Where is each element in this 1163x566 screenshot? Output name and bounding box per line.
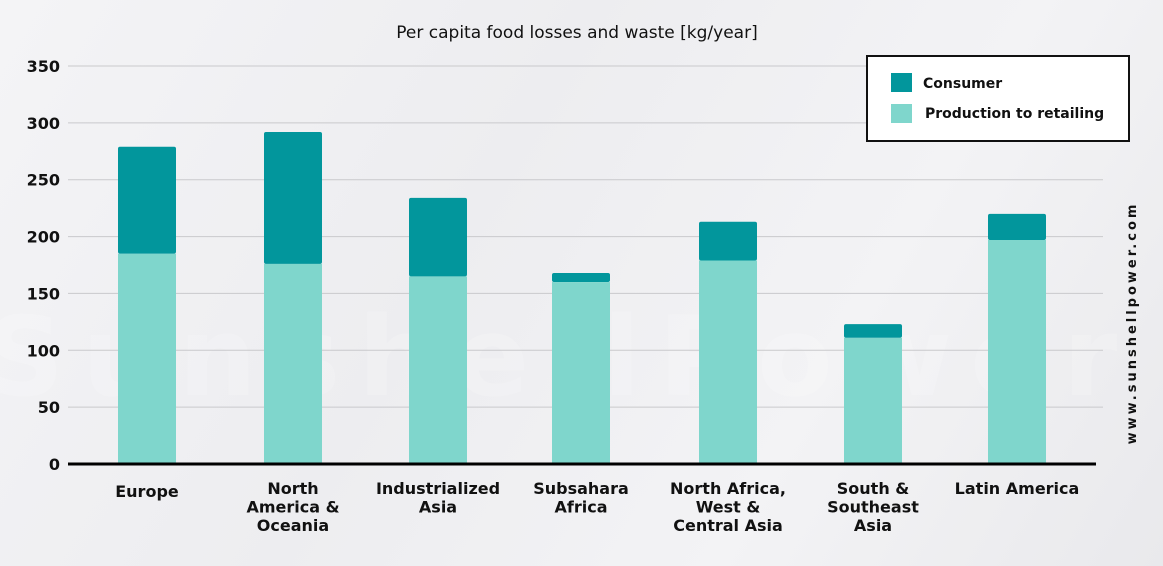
- side-watermark: www.sunshellpower.com: [1125, 202, 1140, 445]
- bar-north-america-oceania-consumer: [264, 131, 322, 264]
- x-axis-ticks: Europe North America & Oceania Industrialize…: [115, 479, 1079, 535]
- bar-latin-america-production: [988, 239, 1046, 464]
- y-axis-ticks: 0 50 100 150 200 250 300 350: [27, 57, 60, 474]
- bar-south-southeast-asia-production: [844, 337, 902, 464]
- bar-north-africa-west-central-asia-production: [699, 260, 757, 464]
- x-tick-label: Latin America: [955, 479, 1080, 498]
- x-tick-label: Europe: [115, 482, 179, 501]
- bar-industrialized-asia-consumer: [409, 197, 467, 277]
- x-tick-label: North America & Oceania: [246, 479, 339, 535]
- bar-europe-consumer: [118, 146, 176, 254]
- legend-label-consumer: Consumer: [923, 76, 1002, 92]
- bar-north-america-oceania-production: [264, 263, 322, 464]
- bar-industrialized-asia-production: [409, 276, 467, 464]
- legend-box: [866, 55, 1130, 142]
- bar-latin-america-consumer: [988, 213, 1046, 240]
- y-tick-label: 150: [27, 284, 60, 303]
- bar-subsahara-africa-consumer: [552, 272, 610, 283]
- y-tick-label: 0: [49, 455, 60, 474]
- y-tick-label: 350: [27, 57, 60, 76]
- bar-north-africa-west-central-asia-consumer: [699, 221, 757, 261]
- y-tick-label: 50: [38, 398, 60, 417]
- legend: Consumer Production to retailing: [866, 55, 1130, 142]
- x-tick-label: North Africa, West & Central Asia: [670, 479, 786, 535]
- bar-south-southeast-asia-consumer: [844, 324, 902, 338]
- x-tick-label: Subsahara Africa: [533, 479, 629, 517]
- y-tick-label: 250: [27, 171, 60, 190]
- bar-europe-production: [118, 253, 176, 464]
- y-tick-label: 200: [27, 228, 60, 247]
- legend-swatch-production: [891, 104, 912, 123]
- bars: [118, 131, 1046, 464]
- legend-label-production: Production to retailing: [925, 106, 1104, 122]
- x-tick-label: Industrialized Asia: [376, 479, 500, 517]
- chart-title: Per capita food losses and waste [kg/yea…: [396, 23, 757, 43]
- x-tick-label: South & Southeast Asia: [827, 479, 919, 535]
- y-tick-label: 300: [27, 114, 60, 133]
- legend-swatch-consumer: [891, 73, 912, 92]
- bar-subsahara-africa-production: [552, 282, 610, 464]
- y-tick-label: 100: [27, 341, 60, 360]
